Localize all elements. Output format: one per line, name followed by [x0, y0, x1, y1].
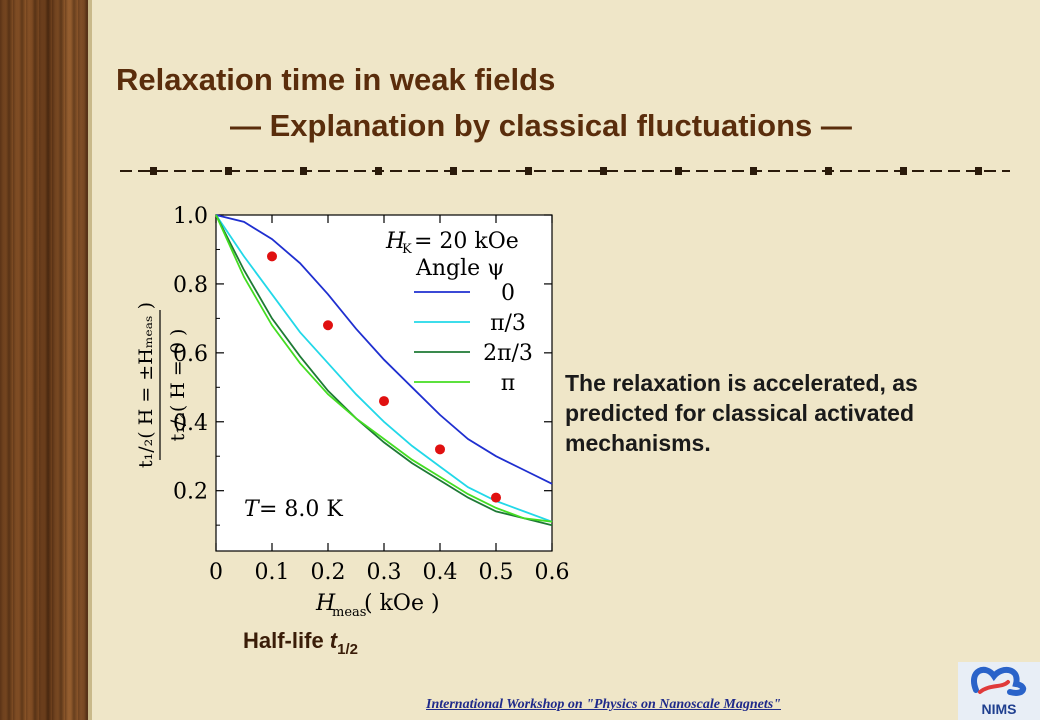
x-tick-label: 0.4 — [423, 560, 458, 585]
logo-text: NIMS — [982, 701, 1017, 717]
x-axis-label-unit: ( kOe ) — [364, 591, 440, 616]
legend-title: Angle ψ — [415, 256, 504, 281]
x-tick-label: 0.5 — [479, 560, 514, 585]
divider-dot — [225, 167, 232, 175]
nims-logo: NIMS — [958, 662, 1040, 720]
y-tick-label: 0.6 — [173, 342, 208, 367]
x-tick-label: 0 — [209, 560, 223, 585]
divider-dot — [525, 167, 532, 175]
divider-dot — [600, 167, 607, 175]
divider-dot — [450, 167, 457, 175]
data-point — [379, 396, 389, 407]
divider-dot — [375, 167, 382, 175]
divider-dot — [825, 167, 832, 175]
slide-subtitle: — Explanation by classical fluctuations … — [230, 108, 852, 143]
data-point — [491, 492, 501, 503]
field-annotation-H: H — [385, 229, 406, 254]
series-line — [215, 214, 553, 485]
divider-dot — [900, 167, 907, 175]
caption-subscript: 1/2 — [337, 641, 358, 658]
y-axis-label-numerator: t₁/₂( H = ±Hₘₑₐₛ ) — [135, 302, 157, 468]
field-annotation-sub: K — [402, 242, 412, 257]
workshop-footer-link[interactable]: International Workshop on "Physics on Na… — [426, 697, 781, 712]
decorative-wood-sidebar — [0, 0, 88, 720]
x-axis-label-main: H — [315, 591, 336, 616]
y-tick-label: 0.2 — [173, 480, 208, 505]
y-tick-label: 1.0 — [173, 204, 208, 229]
slide-title: Relaxation time in weak fields — [116, 62, 556, 97]
data-point — [435, 444, 445, 455]
data-point — [267, 251, 277, 262]
temperature-annotation-T: T — [244, 497, 261, 522]
dashed-divider — [120, 167, 1010, 175]
temperature-annotation-rest: = 8.0 K — [259, 497, 343, 522]
divider-dot — [300, 167, 307, 175]
x-tick-label: 0.3 — [367, 560, 402, 585]
x-tick-label: 0.6 — [535, 560, 570, 585]
legend-label: 0 — [501, 281, 515, 306]
sidebar-edge — [88, 0, 92, 720]
chart-caption: Half-life t1/2 — [243, 628, 358, 658]
divider-dot — [675, 167, 682, 175]
y-tick-label: 0.4 — [173, 411, 208, 436]
y-tick-label: 0.8 — [173, 273, 208, 298]
legend-label: 2π/3 — [483, 341, 533, 366]
legend-label: π/3 — [490, 311, 526, 336]
legend-label: π — [501, 371, 515, 396]
caption-main: Half-life — [243, 628, 330, 653]
divider-dot — [150, 167, 157, 175]
series-line — [215, 214, 553, 527]
x-tick-label: 0.2 — [311, 560, 346, 585]
x-axis-label-sub: meas — [332, 605, 366, 620]
relaxation-chart: 0.2 0.4 0.6 0.8 1.0 0 0.1 0.2 0.3 0.4 0.5 0.6 0 π/3… — [135, 204, 570, 620]
divider-dot — [750, 167, 757, 175]
field-annotation-rest: = 20 kOe — [414, 229, 519, 254]
divider-dot — [975, 167, 982, 175]
data-point — [323, 320, 333, 331]
explanation-text: The relaxation is accelerated, as predic… — [565, 370, 918, 456]
y-axis-label-denominator: t₁/₂( H = 0 ) — [167, 329, 189, 442]
caption-variable: t — [329, 628, 338, 653]
series-line — [215, 214, 553, 523]
x-tick-label: 0.1 — [255, 560, 290, 585]
